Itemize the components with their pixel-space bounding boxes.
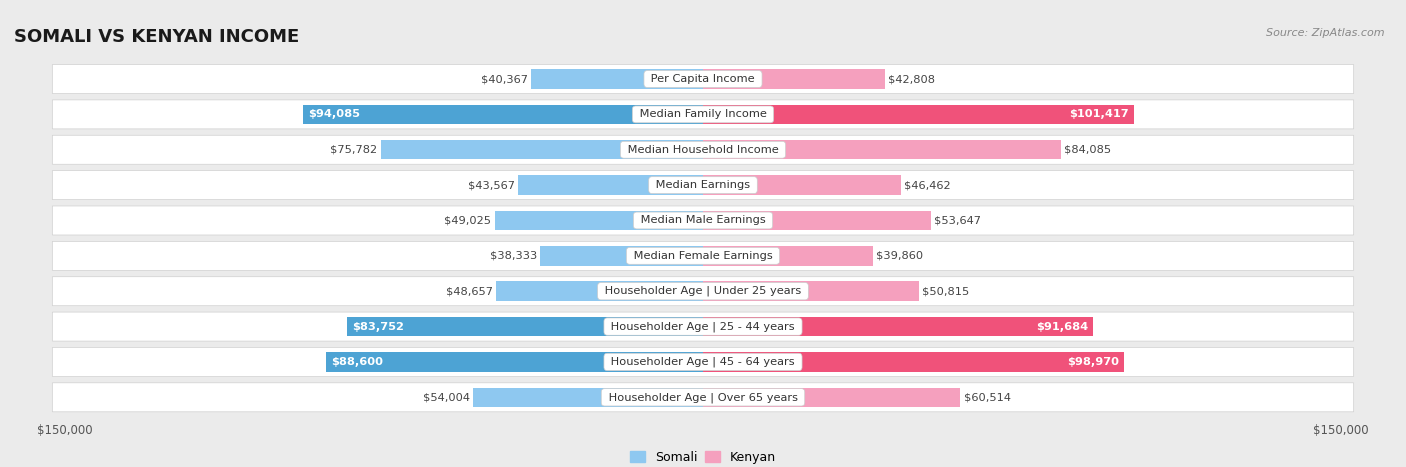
FancyBboxPatch shape (52, 383, 1354, 412)
Text: $50,815: $50,815 (922, 286, 970, 296)
Text: $75,782: $75,782 (330, 145, 378, 155)
Bar (495, 211, 703, 230)
FancyBboxPatch shape (52, 277, 1354, 306)
Bar (517, 176, 703, 195)
Text: Householder Age | Over 65 years: Householder Age | Over 65 years (605, 392, 801, 403)
Bar (540, 246, 703, 266)
Bar (326, 352, 703, 372)
Bar (381, 140, 703, 160)
Text: $40,367: $40,367 (481, 74, 529, 84)
Bar (703, 246, 873, 266)
Text: $84,085: $84,085 (1064, 145, 1111, 155)
Text: $88,600: $88,600 (332, 357, 384, 367)
Text: Householder Age | 45 - 64 years: Householder Age | 45 - 64 years (607, 357, 799, 367)
Text: $98,970: $98,970 (1067, 357, 1119, 367)
FancyBboxPatch shape (52, 241, 1354, 270)
Legend: Somali, Kenyan: Somali, Kenyan (624, 446, 782, 467)
Text: $53,647: $53,647 (935, 215, 981, 226)
FancyBboxPatch shape (52, 64, 1354, 93)
Bar (302, 105, 703, 124)
Text: $91,684: $91,684 (1036, 322, 1088, 332)
Text: $42,808: $42,808 (889, 74, 935, 84)
Text: $48,657: $48,657 (446, 286, 494, 296)
Text: Median Household Income: Median Household Income (624, 145, 782, 155)
Text: $43,567: $43,567 (468, 180, 515, 190)
Bar (703, 140, 1060, 160)
Bar (703, 282, 920, 301)
Text: Median Female Earnings: Median Female Earnings (630, 251, 776, 261)
Bar (474, 388, 703, 407)
Text: $39,860: $39,860 (876, 251, 922, 261)
Text: $49,025: $49,025 (444, 215, 491, 226)
FancyBboxPatch shape (52, 100, 1354, 129)
FancyBboxPatch shape (52, 312, 1354, 341)
FancyBboxPatch shape (52, 135, 1354, 164)
Text: Source: ZipAtlas.com: Source: ZipAtlas.com (1267, 28, 1385, 38)
FancyBboxPatch shape (52, 170, 1354, 199)
FancyBboxPatch shape (52, 206, 1354, 235)
Text: Median Male Earnings: Median Male Earnings (637, 215, 769, 226)
Text: $46,462: $46,462 (904, 180, 950, 190)
Text: $83,752: $83,752 (352, 322, 404, 332)
Text: Per Capita Income: Per Capita Income (647, 74, 759, 84)
Bar (347, 317, 703, 336)
Text: Householder Age | Under 25 years: Householder Age | Under 25 years (600, 286, 806, 297)
FancyBboxPatch shape (52, 347, 1354, 376)
Bar (703, 352, 1123, 372)
Text: SOMALI VS KENYAN INCOME: SOMALI VS KENYAN INCOME (14, 28, 299, 46)
Bar (703, 176, 901, 195)
Text: Median Family Income: Median Family Income (636, 109, 770, 120)
Text: $94,085: $94,085 (308, 109, 360, 120)
Text: $60,514: $60,514 (963, 392, 1011, 402)
Bar (703, 211, 931, 230)
Text: Householder Age | 25 - 44 years: Householder Age | 25 - 44 years (607, 321, 799, 332)
Text: $54,004: $54,004 (423, 392, 470, 402)
Text: $38,333: $38,333 (489, 251, 537, 261)
Bar (531, 69, 703, 89)
Bar (703, 105, 1135, 124)
Bar (703, 388, 960, 407)
Text: Median Earnings: Median Earnings (652, 180, 754, 190)
Bar (703, 317, 1092, 336)
Bar (703, 69, 884, 89)
Bar (496, 282, 703, 301)
Text: $101,417: $101,417 (1070, 109, 1129, 120)
